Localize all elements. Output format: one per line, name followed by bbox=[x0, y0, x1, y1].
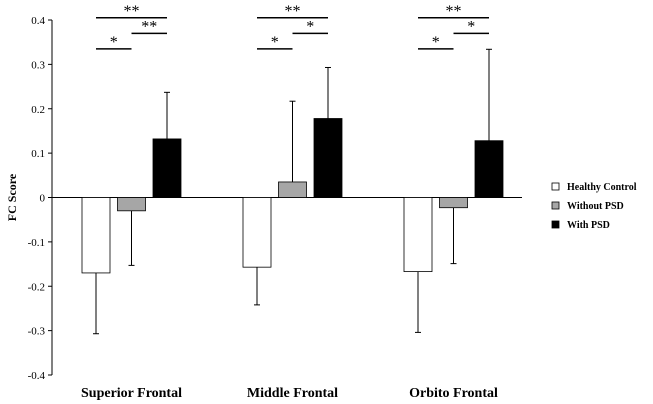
legend-label: Without PSD bbox=[567, 201, 624, 212]
significance-label: * bbox=[432, 34, 440, 51]
y-tick-label: 0.2 bbox=[31, 104, 45, 116]
bar bbox=[152, 138, 182, 198]
y-tick-label: 0 bbox=[40, 193, 46, 205]
bar bbox=[403, 197, 433, 273]
bar bbox=[313, 118, 343, 198]
y-tick-label: 0.3 bbox=[31, 59, 45, 71]
bar bbox=[242, 197, 272, 268]
bar bbox=[117, 197, 146, 212]
category-label: Superior Frontal bbox=[81, 386, 182, 401]
legend-label: With PSD bbox=[567, 220, 610, 231]
significance-label: * bbox=[271, 34, 279, 51]
y-tick-label: -0.4 bbox=[28, 370, 46, 382]
category-label: Orbito Frontal bbox=[409, 386, 498, 401]
bar bbox=[474, 140, 504, 198]
legend: Healthy Control Without PSD With PSD bbox=[551, 182, 637, 231]
significance-label: * bbox=[110, 34, 118, 51]
category-label: Middle Frontal bbox=[247, 386, 338, 401]
bar bbox=[278, 181, 307, 198]
legend-label: Healthy Control bbox=[567, 182, 637, 193]
legend-swatch bbox=[551, 220, 560, 229]
bar bbox=[439, 197, 468, 209]
significance-label: ** bbox=[446, 3, 462, 20]
y-tick-label: -0.3 bbox=[28, 326, 46, 338]
significance-label: * bbox=[467, 18, 475, 35]
y-tick-label: -0.2 bbox=[28, 281, 45, 293]
significance-label: ** bbox=[141, 18, 157, 35]
significance-label: ** bbox=[124, 3, 140, 20]
error-bars bbox=[93, 48, 492, 335]
y-tick-label: -0.1 bbox=[28, 237, 45, 249]
significance-markers: ************* bbox=[96, 3, 489, 51]
legend-swatch bbox=[551, 201, 560, 210]
y-tick-label: 0.4 bbox=[31, 15, 45, 27]
axis-labels: Superior Frontal Middle Frontal Orbito Fro… bbox=[5, 173, 498, 401]
bars bbox=[81, 118, 504, 274]
legend-swatch bbox=[551, 182, 560, 191]
significance-label: * bbox=[306, 18, 314, 35]
significance-label: ** bbox=[285, 3, 301, 20]
bar bbox=[81, 197, 111, 274]
y-tick-label: 0.1 bbox=[31, 148, 45, 160]
y-axis-title: FC Score bbox=[5, 173, 19, 221]
